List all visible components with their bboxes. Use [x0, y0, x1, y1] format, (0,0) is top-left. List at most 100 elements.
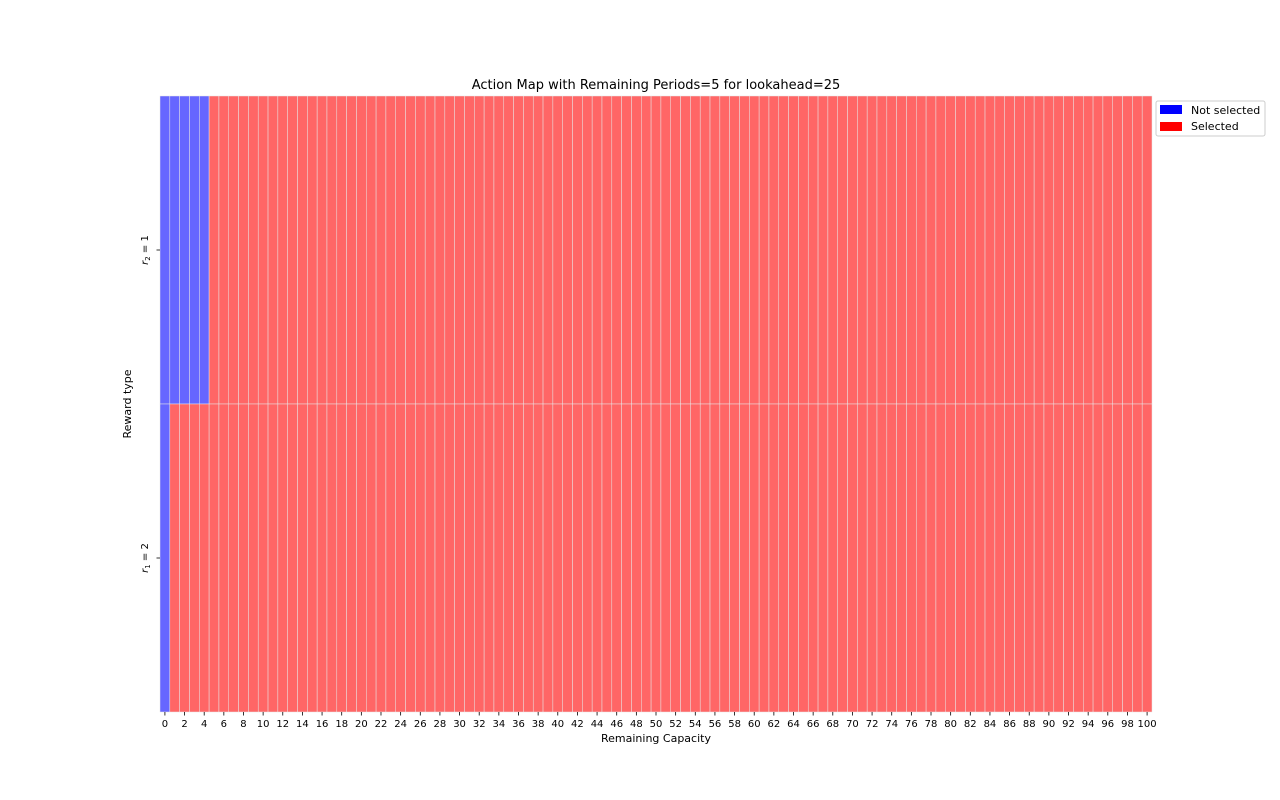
heatmap-cell	[660, 95, 671, 405]
heatmap-cell	[1073, 95, 1084, 405]
heatmap-cell	[739, 403, 750, 713]
heatmap-cell	[984, 403, 996, 713]
heatmap-cell	[532, 403, 544, 713]
heatmap-cell	[415, 95, 426, 405]
heatmap-cell	[591, 95, 603, 405]
heatmap-cell	[631, 95, 642, 405]
x-tick-label: 16	[316, 719, 329, 730]
heatmap-cell	[464, 403, 475, 713]
heatmap-cell	[199, 403, 210, 713]
x-tick-label: 50	[650, 719, 663, 730]
x-tick-label: 56	[709, 719, 722, 730]
x-tick-label: 10	[257, 719, 270, 730]
heatmap-cell	[925, 403, 937, 713]
heatmap-cell	[1141, 403, 1153, 713]
x-tick-label: 100	[1138, 719, 1157, 730]
heatmap-cell	[493, 403, 505, 713]
heatmap-cell	[906, 403, 917, 713]
heatmap-cell	[257, 403, 269, 713]
y-tick-label: r2 = 1	[140, 235, 152, 265]
y-axis: r2 = 1 r1 = 2	[140, 235, 160, 573]
heatmap-cell	[208, 403, 220, 713]
heatmap-cell	[719, 95, 730, 405]
heatmap-cell	[248, 403, 259, 713]
heatmap-cell	[945, 403, 956, 713]
heatmap-cell	[1043, 95, 1055, 405]
heatmap-cell	[179, 403, 190, 713]
heatmap-cell	[837, 403, 848, 713]
x-tick-label: 72	[866, 719, 879, 730]
x-tick-label: 26	[414, 719, 427, 730]
heatmap-cell	[336, 95, 347, 405]
heatmap-cell	[994, 403, 1005, 713]
x-tick-label: 84	[984, 719, 997, 730]
heatmap-cell	[807, 95, 819, 405]
heatmap-cell	[297, 403, 308, 713]
heatmap-cell	[375, 95, 387, 405]
heatmap-cell	[974, 95, 986, 405]
x-tick-label: 54	[689, 719, 702, 730]
heatmap-cell	[758, 403, 770, 713]
heatmap-cell	[611, 403, 622, 713]
heatmap-cell	[798, 403, 809, 713]
heatmap-cell	[248, 95, 259, 405]
heatmap-cell	[699, 95, 711, 405]
x-tick-label: 74	[885, 719, 898, 730]
heatmap-cell	[660, 403, 671, 713]
heatmap-cell	[866, 95, 878, 405]
heatmap-cell	[1073, 403, 1084, 713]
heatmap-cell	[218, 95, 230, 405]
heatmap-cell	[876, 403, 888, 713]
heatmap-cell	[621, 403, 632, 713]
heatmap-cell	[1102, 95, 1113, 405]
x-tick-label: 94	[1082, 719, 1095, 730]
heatmap-cell	[228, 95, 239, 405]
heatmap-cell	[297, 95, 308, 405]
heatmap-cell	[1092, 403, 1104, 713]
heatmap-cell	[366, 403, 377, 713]
heatmap-cell	[935, 403, 946, 713]
heatmap-cell	[906, 95, 917, 405]
x-tick-label: 24	[394, 719, 407, 730]
heatmap-cell	[238, 95, 249, 405]
heatmap-cell	[199, 95, 210, 405]
heatmap-cell	[1053, 95, 1064, 405]
heatmap-cell	[601, 95, 613, 405]
heatmap-cell	[434, 403, 446, 713]
heatmap-cell	[886, 95, 897, 405]
x-tick-label: 78	[925, 719, 938, 730]
heatmap-cell	[650, 95, 662, 405]
x-tick-label: 20	[355, 719, 368, 730]
heatmap-cell	[218, 403, 230, 713]
x-tick-label: 18	[335, 719, 348, 730]
heatmap-cell	[503, 95, 514, 405]
x-tick-label: 0	[162, 719, 168, 730]
heatmap-cell	[169, 403, 180, 713]
heatmap-cell	[326, 95, 338, 405]
x-tick-label: 90	[1043, 719, 1056, 730]
x-tick-label: 42	[571, 719, 584, 730]
heatmap-cell	[503, 403, 514, 713]
heatmap-cell	[464, 95, 475, 405]
heatmap-cell	[591, 403, 603, 713]
heatmap-cell	[346, 403, 357, 713]
x-tick-label: 88	[1023, 719, 1036, 730]
heatmap-cell	[287, 95, 298, 405]
heatmap-cell	[1082, 95, 1094, 405]
heatmap-cell	[778, 403, 789, 713]
x-axis: 0 2 4 6 8 10 12 14 16 18 20 22 24 26 28 30 32 34 36 38 40 42 4…	[162, 712, 1157, 730]
heatmap-cell	[896, 95, 907, 405]
heatmap-cell	[1141, 95, 1153, 405]
x-tick-label: 30	[453, 719, 466, 730]
heatmap-cell	[1004, 95, 1015, 405]
heatmap-cell	[1014, 95, 1025, 405]
legend-swatch-not-selected	[1160, 105, 1182, 114]
heatmap-cell	[837, 95, 848, 405]
heatmap-cell	[857, 403, 868, 713]
heatmap-cell	[680, 95, 691, 405]
heatmap-cell	[287, 403, 298, 713]
legend-label-not-selected: Not selected	[1191, 104, 1260, 117]
heatmap-cell	[817, 403, 829, 713]
heatmap-cell	[483, 95, 495, 405]
